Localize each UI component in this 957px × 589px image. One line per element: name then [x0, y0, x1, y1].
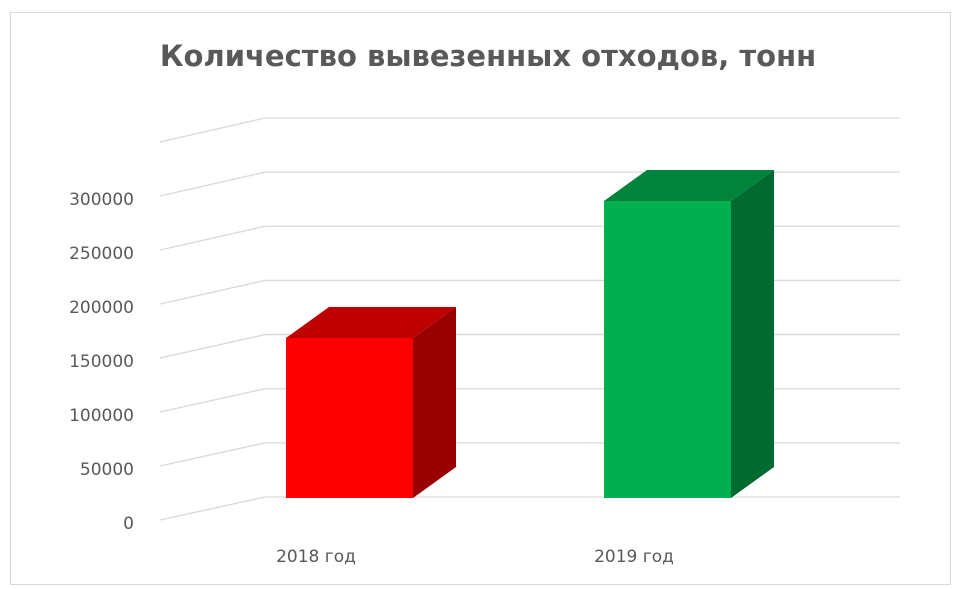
wall-edge [159, 117, 266, 143]
bar-side [413, 307, 456, 498]
chart-frame [10, 12, 951, 585]
grid-line [159, 225, 266, 251]
y-tick-label: 50000 [80, 460, 134, 480]
grid-line [159, 171, 266, 197]
y-tick-label: 150000 [69, 352, 134, 372]
y-tick-label: 250000 [69, 244, 134, 264]
grid-line [159, 333, 266, 359]
grid-line [159, 496, 266, 521]
bar [604, 201, 731, 498]
bar-top [604, 170, 774, 201]
y-tick-label: 200000 [69, 298, 134, 318]
y-tick-label: 0 [123, 514, 134, 534]
x-tick-label: 2018 год [276, 547, 356, 567]
grid-line [159, 388, 266, 413]
grid-line [159, 279, 266, 305]
bar-top [286, 307, 456, 338]
chart-title: Количество вывезенных отходов, тонн [160, 39, 816, 73]
bar-side [731, 170, 774, 498]
y-tick-label: 300000 [69, 190, 134, 210]
grid-line [159, 442, 266, 467]
x-tick-label: 2019 год [594, 547, 674, 567]
y-tick-label: 100000 [69, 406, 134, 426]
bar [286, 338, 413, 498]
